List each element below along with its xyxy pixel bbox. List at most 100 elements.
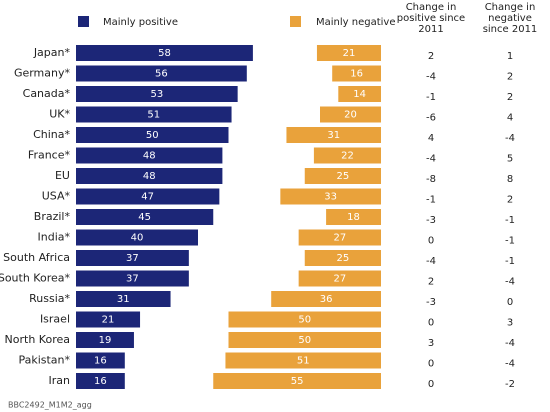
value-label: 27 [333,274,346,285]
change-value: -2 [505,379,515,390]
bar [76,127,229,143]
change-value: -4 [505,133,515,144]
bar [228,332,381,348]
change-value: 4 [428,133,434,144]
bar [271,291,381,307]
category-label: Germany* [14,67,71,80]
bar [225,352,381,369]
category-label: Pakistan* [18,354,70,367]
value-label: 56 [155,69,168,80]
bar [76,291,171,307]
change-value: 2 [507,92,513,103]
change-value: 8 [507,174,513,185]
value-label: 50 [298,335,311,346]
value-label: 45 [138,212,151,223]
value-label: 22 [341,151,354,162]
value-label: 37 [126,274,139,285]
bar [76,373,125,389]
change-value: -8 [426,174,436,185]
category-label: EU [55,169,70,182]
bar [76,147,223,164]
legend-swatch [290,16,301,27]
category-label: USA* [42,190,71,203]
bar [304,250,381,266]
value-label: 36 [320,294,333,305]
bar [76,270,189,287]
change-value: 2 [428,277,434,288]
value-label: 18 [347,212,360,223]
bar [320,106,381,123]
bar [228,311,381,328]
bar [280,188,381,205]
change-value: 4 [507,113,513,124]
legend-label: Mainly positive [103,17,178,28]
bar [298,270,381,287]
value-label: 19 [99,335,112,346]
change-value: -3 [426,297,436,308]
bar [76,168,223,184]
category-label: Brazil* [34,210,71,223]
bar [298,229,381,246]
bar [76,352,125,369]
category-label: India* [38,231,71,244]
change-value: -1 [505,215,515,226]
bar [316,45,381,61]
change-value: 0 [428,236,434,247]
column-header: Change in positive since 2011 [396,2,466,35]
bar [286,127,381,143]
column-header: Change in negative since 2011 [482,2,538,35]
category-label: Israel [40,313,70,326]
bar [76,229,198,246]
value-label: 53 [150,89,163,100]
category-label: North Korea [5,333,70,346]
change-value: 2 [507,72,513,83]
bar [313,147,381,164]
bar [76,188,220,205]
category-label: China* [33,128,70,141]
bar [76,209,214,225]
value-label: 33 [324,192,337,203]
value-label: 40 [131,233,144,244]
value-label: 27 [333,233,346,244]
change-value: 0 [428,318,434,329]
bar [332,65,381,82]
bar [76,311,141,328]
change-value: -1 [505,256,515,267]
change-value: -4 [505,338,515,349]
value-label: 20 [344,110,357,121]
value-label: 55 [291,376,304,387]
bar [76,250,189,266]
value-label: 37 [126,253,139,264]
value-label: 51 [297,356,310,367]
value-label: 47 [141,192,154,203]
value-label: 16 [94,356,107,367]
change-value: -4 [426,154,436,165]
value-label: 48 [143,151,156,162]
bar [213,373,381,389]
bar [76,86,238,102]
change-value: -1 [505,236,515,247]
category-label: Iran [49,374,71,387]
change-value: -4 [505,359,515,370]
legend-label: Mainly negative [316,17,395,28]
change-value: 0 [428,379,434,390]
value-label: 58 [158,48,171,59]
change-value: -3 [426,215,436,226]
footnote: BBC2492_M1M2_agg [8,401,92,410]
category-label: Canada* [23,87,71,100]
category-label: Japan* [33,46,71,59]
category-label: Russia* [29,292,70,305]
change-value: 1 [507,51,513,62]
value-label: 50 [146,130,159,141]
change-value: -6 [426,113,436,124]
value-label: 25 [337,253,350,264]
category-label: South Africa [3,251,70,264]
value-label: 14 [353,89,366,100]
value-label: 16 [350,69,363,80]
change-value: 3 [428,338,434,349]
value-label: 50 [298,315,311,326]
value-label: 31 [117,294,130,305]
change-value: -4 [426,256,436,267]
bar [326,209,381,225]
